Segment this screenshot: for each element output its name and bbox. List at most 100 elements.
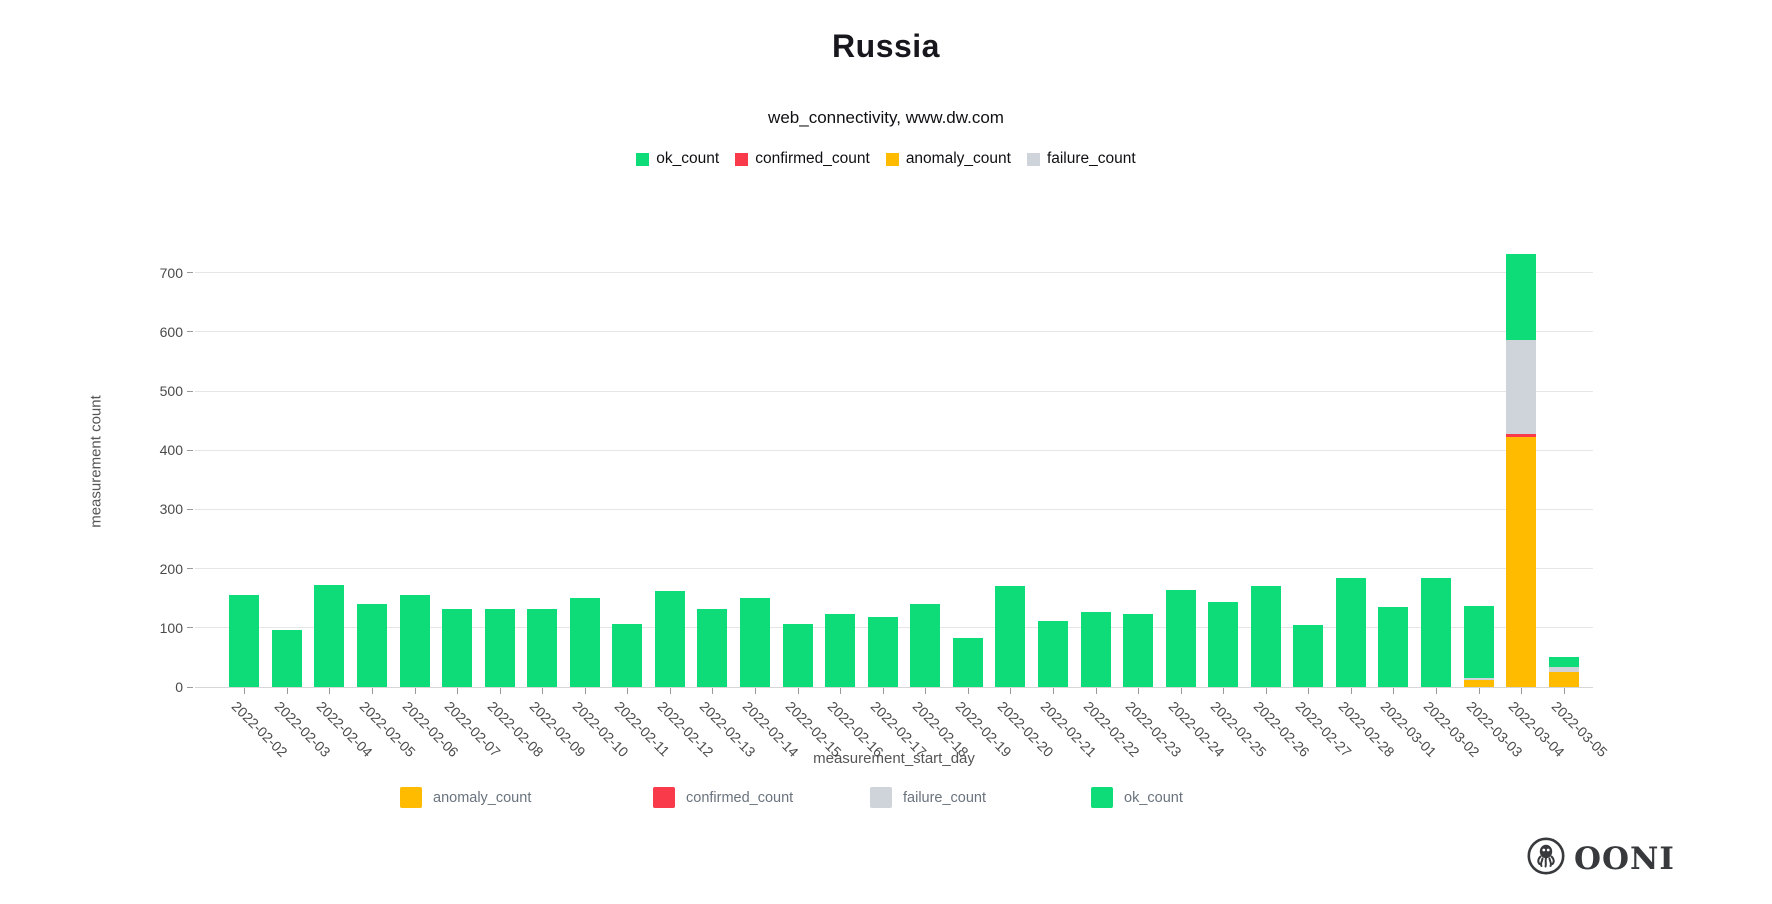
bar-2022-03-02[interactable] bbox=[1421, 577, 1452, 687]
bar-2022-02-07[interactable] bbox=[442, 609, 473, 687]
legend-item-ok_count[interactable]: ok_count bbox=[1091, 787, 1183, 808]
legend-item-anomaly_count[interactable]: anomaly_count bbox=[400, 787, 531, 808]
legend-item-failure_count[interactable]: failure_count bbox=[870, 787, 986, 808]
bar-segment-confirmed_count[interactable] bbox=[1506, 434, 1537, 437]
legend-item-anomaly_count[interactable]: anomaly_count bbox=[885, 150, 1011, 168]
bar-segment-ok_count[interactable] bbox=[1293, 624, 1324, 687]
bar-segment-ok_count[interactable] bbox=[740, 597, 771, 687]
y-gridline bbox=[195, 568, 1593, 570]
x-tick-mark bbox=[1436, 688, 1438, 694]
bar-segment-ok_count[interactable] bbox=[1250, 586, 1281, 687]
bar-segment-ok_count[interactable] bbox=[484, 609, 515, 687]
bar-2022-03-05[interactable] bbox=[1548, 657, 1579, 687]
bar-2022-02-22[interactable] bbox=[1080, 612, 1111, 687]
bar-segment-failure_count[interactable] bbox=[1506, 339, 1537, 435]
bar-2022-02-11[interactable] bbox=[612, 624, 643, 687]
bar-segment-ok_count[interactable] bbox=[569, 598, 600, 687]
bar-segment-ok_count[interactable] bbox=[612, 624, 643, 687]
bar-2022-02-17[interactable] bbox=[867, 617, 898, 687]
bar-segment-ok_count[interactable] bbox=[867, 617, 898, 687]
legend-label: ok_count bbox=[656, 150, 720, 167]
y-tick-mark bbox=[187, 331, 193, 333]
bar-2022-03-04[interactable] bbox=[1506, 254, 1537, 687]
bar-segment-ok_count[interactable] bbox=[1123, 613, 1154, 687]
bar-2022-02-24[interactable] bbox=[1165, 589, 1196, 687]
bar-segment-ok_count[interactable] bbox=[1037, 621, 1068, 687]
bar-2022-02-23[interactable] bbox=[1123, 613, 1154, 687]
x-tick-mark bbox=[286, 688, 288, 694]
x-tick-mark bbox=[1180, 688, 1182, 694]
bar-2022-02-10[interactable] bbox=[569, 598, 600, 687]
y-tick-mark bbox=[187, 627, 193, 629]
bar-2022-03-03[interactable] bbox=[1463, 605, 1494, 687]
bar-2022-02-13[interactable] bbox=[697, 609, 728, 687]
bar-segment-ok_count[interactable] bbox=[1165, 589, 1196, 687]
bar-segment-ok_count[interactable] bbox=[356, 603, 387, 687]
bar-segment-ok_count[interactable] bbox=[782, 623, 813, 687]
x-axis-baseline bbox=[195, 686, 1593, 688]
bar-2022-02-08[interactable] bbox=[484, 609, 515, 687]
y-tick-label: 300 bbox=[159, 501, 183, 518]
bar-2022-02-19[interactable] bbox=[952, 638, 983, 687]
bar-segment-ok_count[interactable] bbox=[1208, 602, 1239, 687]
bar-segment-ok_count[interactable] bbox=[654, 591, 685, 687]
bar-2022-02-12[interactable] bbox=[654, 591, 685, 687]
bar-segment-ok_count[interactable] bbox=[995, 586, 1026, 687]
bar-segment-ok_count[interactable] bbox=[1463, 605, 1494, 678]
bar-2022-02-04[interactable] bbox=[314, 584, 345, 687]
bar-2022-02-27[interactable] bbox=[1293, 624, 1324, 687]
legend-label: confirmed_count bbox=[686, 789, 794, 806]
bar-2022-02-15[interactable] bbox=[782, 623, 813, 687]
legend-item-confirmed_count[interactable]: confirmed_count bbox=[735, 150, 870, 168]
bar-2022-02-26[interactable] bbox=[1250, 586, 1281, 687]
legend-swatch-ok_count bbox=[1091, 787, 1113, 808]
bar-segment-anomaly_count[interactable] bbox=[1506, 436, 1537, 687]
bar-segment-failure_count[interactable] bbox=[1548, 666, 1579, 672]
bar-2022-02-09[interactable] bbox=[527, 609, 558, 687]
bar-2022-02-14[interactable] bbox=[740, 597, 771, 687]
bar-2022-02-20[interactable] bbox=[995, 586, 1026, 687]
bar-2022-02-05[interactable] bbox=[356, 603, 387, 687]
bar-segment-ok_count[interactable] bbox=[952, 638, 983, 687]
legend-item-confirmed_count[interactable]: confirmed_count bbox=[653, 787, 793, 808]
bar-segment-ok_count[interactable] bbox=[399, 594, 430, 687]
bar-segment-ok_count[interactable] bbox=[1548, 657, 1579, 667]
bar-segment-anomaly_count[interactable] bbox=[1548, 671, 1579, 687]
x-tick-mark bbox=[371, 688, 373, 694]
bar-segment-ok_count[interactable] bbox=[1378, 606, 1409, 687]
x-axis-title: measurement_start_day bbox=[813, 750, 975, 767]
bar-segment-ok_count[interactable] bbox=[910, 603, 941, 687]
bar-segment-failure_count[interactable] bbox=[1463, 677, 1494, 680]
bar-segment-ok_count[interactable] bbox=[825, 613, 856, 687]
y-tick-mark bbox=[187, 686, 193, 688]
legend-item-ok_count[interactable]: ok_count bbox=[636, 150, 719, 168]
x-tick-mark bbox=[457, 688, 459, 694]
bar-segment-ok_count[interactable] bbox=[1335, 577, 1366, 687]
bar-segment-ok_count[interactable] bbox=[271, 629, 302, 687]
bar-2022-02-03[interactable] bbox=[271, 629, 302, 687]
bar-2022-02-21[interactable] bbox=[1037, 621, 1068, 687]
legend-item-failure_count[interactable]: failure_count bbox=[1026, 150, 1136, 168]
bar-segment-anomaly_count[interactable] bbox=[1463, 679, 1494, 687]
x-tick-mark bbox=[1052, 688, 1054, 694]
bar-2022-03-01[interactable] bbox=[1378, 606, 1409, 687]
bar-2022-02-16[interactable] bbox=[825, 613, 856, 687]
bar-2022-02-18[interactable] bbox=[910, 603, 941, 687]
bar-segment-ok_count[interactable] bbox=[442, 609, 473, 687]
bar-2022-02-28[interactable] bbox=[1335, 577, 1366, 687]
bar-segment-ok_count[interactable] bbox=[1421, 577, 1452, 687]
x-tick-mark bbox=[1308, 688, 1310, 694]
bar-2022-02-06[interactable] bbox=[399, 594, 430, 687]
bar-segment-ok_count[interactable] bbox=[229, 595, 260, 687]
bar-segment-ok_count[interactable] bbox=[1506, 254, 1537, 340]
legend-label: anomaly_count bbox=[905, 150, 1011, 167]
y-tick-label: 400 bbox=[159, 442, 183, 459]
y-tick-mark bbox=[187, 390, 193, 392]
bar-2022-02-25[interactable] bbox=[1208, 602, 1239, 687]
bar-segment-ok_count[interactable] bbox=[697, 609, 728, 687]
bar-segment-ok_count[interactable] bbox=[1080, 612, 1111, 687]
page-title: Russia bbox=[832, 28, 940, 64]
bar-segment-ok_count[interactable] bbox=[314, 584, 345, 687]
bar-2022-02-02[interactable] bbox=[229, 595, 260, 687]
bar-segment-ok_count[interactable] bbox=[527, 609, 558, 687]
